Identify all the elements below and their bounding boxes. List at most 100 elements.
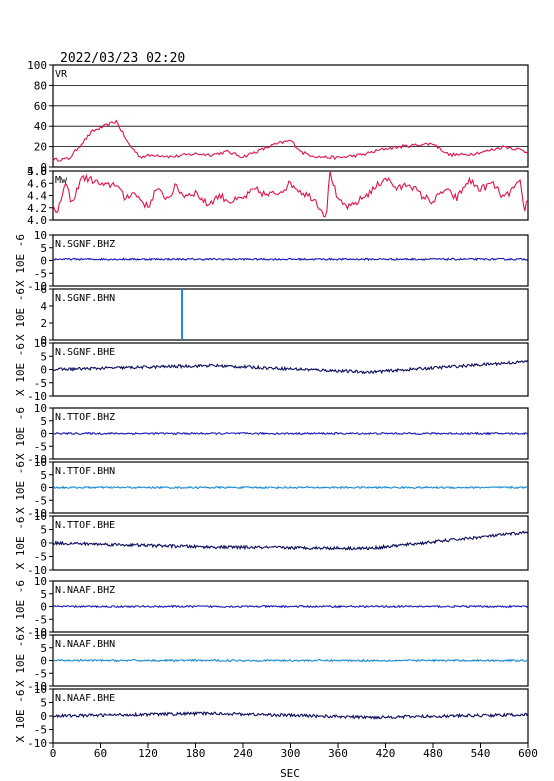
panel-vr: 0 20 40 60 80 100 VR xyxy=(27,59,529,174)
y-axis-label: X 10E -6 xyxy=(14,580,27,633)
panel-label: N.NAAF.BHE xyxy=(55,693,115,704)
y-tick-label: -10 xyxy=(27,737,47,750)
y-tick-label: -5 xyxy=(34,724,47,737)
panel-label: N.TTOF.BHZ xyxy=(55,412,115,423)
x-axis: 0 60 120 180 240 300 360 420 480 540 600 xyxy=(50,743,538,760)
y-tick-label: 0 xyxy=(40,710,47,723)
y-tick-label: 0 xyxy=(40,482,47,495)
y-tick-label: 5 xyxy=(40,469,47,482)
y-tick-label: 0 xyxy=(40,255,47,268)
y-tick-label: -5 xyxy=(34,267,47,280)
y-tick-label: -10 xyxy=(27,453,47,466)
y-tick-label: -10 xyxy=(27,564,47,577)
x-axis-label: SEC xyxy=(280,767,300,780)
y-tick-label: 0 xyxy=(40,428,47,441)
y-tick-label: -10 xyxy=(27,507,47,520)
y-axis-label: X 10E -6 xyxy=(14,634,27,687)
panels-group: 020406080100VR4.04.24.44.64.85.0Mw-10-50… xyxy=(14,59,529,750)
x-tick-label: 300 xyxy=(281,747,301,760)
x-tick-label: 360 xyxy=(328,747,348,760)
x-tick-label: 60 xyxy=(94,747,107,760)
y-tick-label: 4.8 xyxy=(27,165,47,178)
y-tick-label: 0 xyxy=(40,601,47,614)
y-tick-label: -5 xyxy=(34,551,47,564)
y-tick-label: 10 xyxy=(34,229,47,242)
y-tick-label: 5 xyxy=(40,242,47,255)
panel-frame xyxy=(52,64,529,168)
y-tick-label: -5 xyxy=(34,667,47,680)
y-tick-label: -5 xyxy=(34,440,47,453)
y-tick-label: 80 xyxy=(34,79,47,92)
y-tick-label: -10 xyxy=(27,626,47,639)
y-tick-label: -5 xyxy=(34,377,47,390)
panel-label: N.TTOF.BHE xyxy=(55,520,115,531)
y-tick-label: 4.2 xyxy=(27,202,47,215)
y-tick-label: 10 xyxy=(34,337,47,350)
panel-label: N.SGNF.BHE xyxy=(55,347,115,358)
y-tick-label: 0 xyxy=(40,334,47,347)
y-axis-label: X 10E -6 xyxy=(14,288,27,341)
y-tick-label: 4.6 xyxy=(27,177,47,190)
panel-frame xyxy=(52,170,529,221)
x-tick-label: 120 xyxy=(138,747,158,760)
y-tick-label: 5 xyxy=(40,697,47,710)
y-tick-label: -5 xyxy=(34,613,47,626)
y-tick-label: -5 xyxy=(34,494,47,507)
trace-line xyxy=(52,119,529,162)
y-tick-label: 0 xyxy=(40,655,47,668)
x-tick-label: 600 xyxy=(518,747,538,760)
y-tick-label: -10 xyxy=(27,390,47,403)
y-tick-label: 100 xyxy=(27,59,47,72)
panel-frame xyxy=(52,515,529,571)
panel-label: N.SGNF.BHZ xyxy=(55,239,115,250)
y-tick-label: 5.0 xyxy=(27,165,47,178)
panel-label: Mw xyxy=(55,175,68,186)
y-tick-label: 10 xyxy=(34,402,47,415)
y-tick-label: 6 xyxy=(40,283,47,296)
panel-label: N.NAAF.BHZ xyxy=(55,585,115,596)
trace-line xyxy=(52,360,529,375)
y-tick-label: 10 xyxy=(34,683,47,696)
trace-line xyxy=(52,604,529,609)
y-tick-label: 5 xyxy=(40,415,47,428)
x-tick-label: 180 xyxy=(186,747,206,760)
y-tick-label: 4 xyxy=(40,300,47,313)
trace-line xyxy=(52,170,529,218)
y-tick-label: 0 xyxy=(40,161,47,174)
trace-line xyxy=(52,431,529,436)
y-axis-label: X 10E -6 xyxy=(14,343,27,396)
y-tick-label: 4.0 xyxy=(27,214,47,227)
panel-label: N.SGNF.BHN xyxy=(55,293,115,304)
panel-frame xyxy=(52,288,529,341)
y-tick-label: 40 xyxy=(34,120,47,133)
y-tick-label: 60 xyxy=(34,100,47,113)
y-axis-label: X 10E -6 xyxy=(14,407,27,460)
y-tick-label: 0 xyxy=(40,364,47,377)
x-tick-label: 420 xyxy=(376,747,396,760)
y-tick-label: 10 xyxy=(34,510,47,523)
trace-line xyxy=(52,257,529,262)
y-axis-label: X 10E -6 xyxy=(14,690,27,743)
x-tick-label: 480 xyxy=(423,747,443,760)
panel-frame xyxy=(52,342,529,397)
y-tick-label: -10 xyxy=(27,280,47,293)
x-tick-label: 0 xyxy=(50,747,57,760)
chart-datetime: 2022/03/23 02:20 xyxy=(60,51,185,66)
y-tick-label: 20 xyxy=(34,141,47,154)
y-tick-label: 2 xyxy=(40,317,47,330)
panel-label: N.NAAF.BHN xyxy=(55,639,115,650)
y-tick-label: 5 xyxy=(40,588,47,601)
y-tick-label: 5 xyxy=(40,350,47,363)
trace-line xyxy=(53,658,529,663)
y-axis-label: X 10E -6 xyxy=(14,461,27,514)
panel-sgnf-bhn: 0 2 4 6 X 10E -6 N.SGNF.BHN xyxy=(14,283,529,347)
y-tick-label: 5 xyxy=(40,642,47,655)
y-tick-label: -10 xyxy=(27,680,47,693)
